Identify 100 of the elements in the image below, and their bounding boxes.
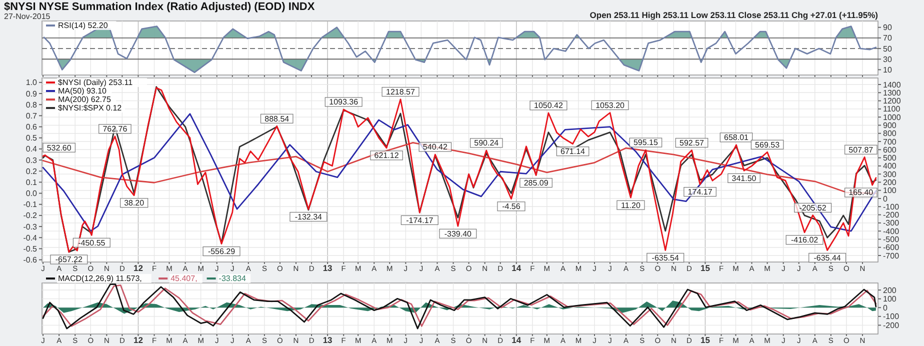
x-tick-label: 14: [512, 263, 522, 273]
annotation: 507.87: [848, 145, 874, 154]
y2-tick-label: 0.9: [26, 89, 38, 98]
y2-tick-label: 0.6: [26, 122, 38, 132]
legend-label: RSI(14) 52.20: [58, 21, 108, 30]
y-tick-label: 1200: [883, 96, 902, 106]
legend-label: MACD(12,26,9) 11.573,: [58, 274, 142, 283]
y2-tick-label: 0.3: [26, 156, 38, 165]
y-tick-label: -100: [883, 202, 900, 212]
x-tick-label: 13: [322, 263, 333, 273]
x-tick-label: 15: [700, 335, 710, 345]
chart-subtitle: 27-Nov-2015: [4, 12, 51, 21]
y-tick-label: 90: [883, 23, 892, 32]
y-tick-label: -700: [883, 251, 900, 260]
y-tick-label: 100: [883, 294, 897, 304]
annotation: 762.76: [102, 124, 128, 134]
y2-tick-label: 0.2: [26, 166, 38, 176]
y-tick-label: 400: [883, 162, 897, 171]
annotation: -416.02: [790, 236, 819, 245]
y-tick-label: 100: [883, 186, 897, 196]
y-tick-label: -200: [883, 210, 900, 220]
y-tick-label: 200: [883, 178, 897, 188]
annotation: -556.29: [208, 246, 236, 256]
y2-tick-label: 1.0: [26, 78, 38, 88]
y-tick-label: 800: [883, 129, 897, 138]
legend-label: $NYSI (Daily) 253.11: [58, 78, 134, 87]
annotation: -450.55: [78, 238, 106, 248]
annotation: 1053.20: [596, 100, 626, 110]
annotation: 569.53: [755, 140, 780, 150]
annotation: 592.57: [680, 138, 705, 148]
y2-tick-label: 0.1: [26, 178, 38, 187]
x-tick-label: 12: [133, 335, 144, 345]
y2-tick-label: -0.4: [23, 233, 38, 242]
y-tick-label: 1300: [883, 88, 902, 98]
annotation: 621.12: [374, 151, 400, 160]
y2-tick-label: -0.3: [23, 222, 38, 232]
y-tick-label: 0: [883, 303, 888, 312]
legend-label: MA(50) 93.10: [58, 86, 108, 96]
y-tick-label: 1000: [883, 112, 902, 122]
annotation: -4.56: [502, 202, 521, 212]
y2-tick-label: 0.5: [26, 134, 38, 143]
y2-tick-label: -0.5: [23, 244, 38, 254]
y-tick-label: 1100: [883, 104, 901, 114]
annotation: -339.40: [444, 229, 472, 238]
annotation: 341.50: [732, 174, 757, 183]
annotation: 285.09: [524, 178, 549, 188]
annotation: 1093.36: [329, 98, 359, 107]
legend-label: 45.407,: [170, 274, 198, 283]
y-tick-label: 70: [883, 34, 892, 43]
legend-label: -33.834: [218, 274, 246, 283]
y2-tick-label: -0.1: [23, 200, 38, 210]
y-tick-label: -600: [883, 243, 900, 252]
text: Open 253.11 High 253.11 Low 253.11 Close 253.11 Chg +27.01 (+11.95%): [590, 10, 878, 20]
chart-title: $NYSI NYSE Summation Index (Ratio Adjusted) (EOD) INDX: [4, 1, 316, 13]
y-tick-label: 600: [883, 145, 897, 154]
y2-tick-label: 0.7: [26, 111, 38, 120]
annotation: 658.01: [724, 133, 750, 142]
y-tick-label: 50: [883, 44, 892, 54]
annotation: -635.44: [814, 253, 842, 262]
y2-tick-label: 0.0: [26, 189, 38, 198]
y2-tick-label: 0.8: [26, 100, 38, 110]
annotation: 1218.57: [386, 87, 416, 96]
y-tick-label: -100: [883, 312, 900, 322]
annotation: 540.42: [422, 142, 448, 152]
annotation: 165.40: [848, 188, 874, 198]
annotation: 590.24: [474, 138, 500, 148]
y-tick-label: -200: [883, 321, 900, 330]
legend-label: MA(200) 62.75: [58, 95, 112, 104]
legend-label: $NYSI:$SPX 0.12: [58, 104, 122, 112]
annotation: 38.20: [124, 198, 145, 208]
y-tick-label: -500: [883, 235, 900, 244]
y-tick-label: 900: [883, 121, 897, 130]
y-tick-label: 700: [883, 137, 897, 146]
annotation: -205.52: [799, 203, 827, 212]
annotation: 532.60: [46, 143, 72, 152]
y2-tick-label: -0.6: [23, 256, 38, 265]
annotation: 174.17: [688, 188, 713, 197]
annotation: 888.54: [264, 114, 290, 124]
annotation: 671.14: [560, 147, 586, 156]
y-tick-label: 300: [883, 170, 897, 179]
y2-tick-label: -0.2: [23, 211, 38, 220]
annotation: -174.17: [406, 216, 434, 225]
y-tick-label: 10: [883, 66, 892, 75]
y-tick-label: -400: [883, 226, 900, 236]
x-tick-label: 13: [322, 335, 333, 345]
annotation: -132.34: [294, 212, 323, 222]
y-tick-label: 1400: [883, 80, 902, 90]
annotation: 11.20: [621, 200, 641, 210]
x-tick-label: 12: [133, 263, 144, 273]
y-tick-label: -300: [883, 218, 900, 228]
annotation: -657.22: [55, 255, 84, 264]
annotation: 595.15: [633, 138, 659, 148]
y-tick-label: 0: [883, 194, 888, 204]
x-tick-label: 14: [512, 335, 522, 345]
x-tick-label: 15: [700, 263, 710, 273]
y-tick-label: 500: [883, 154, 897, 163]
annotation: -635.54: [652, 253, 680, 262]
y2-tick-label: 0.4: [26, 144, 38, 154]
y-tick-label: 200: [883, 286, 897, 295]
annotation: 1050.42: [534, 101, 564, 110]
